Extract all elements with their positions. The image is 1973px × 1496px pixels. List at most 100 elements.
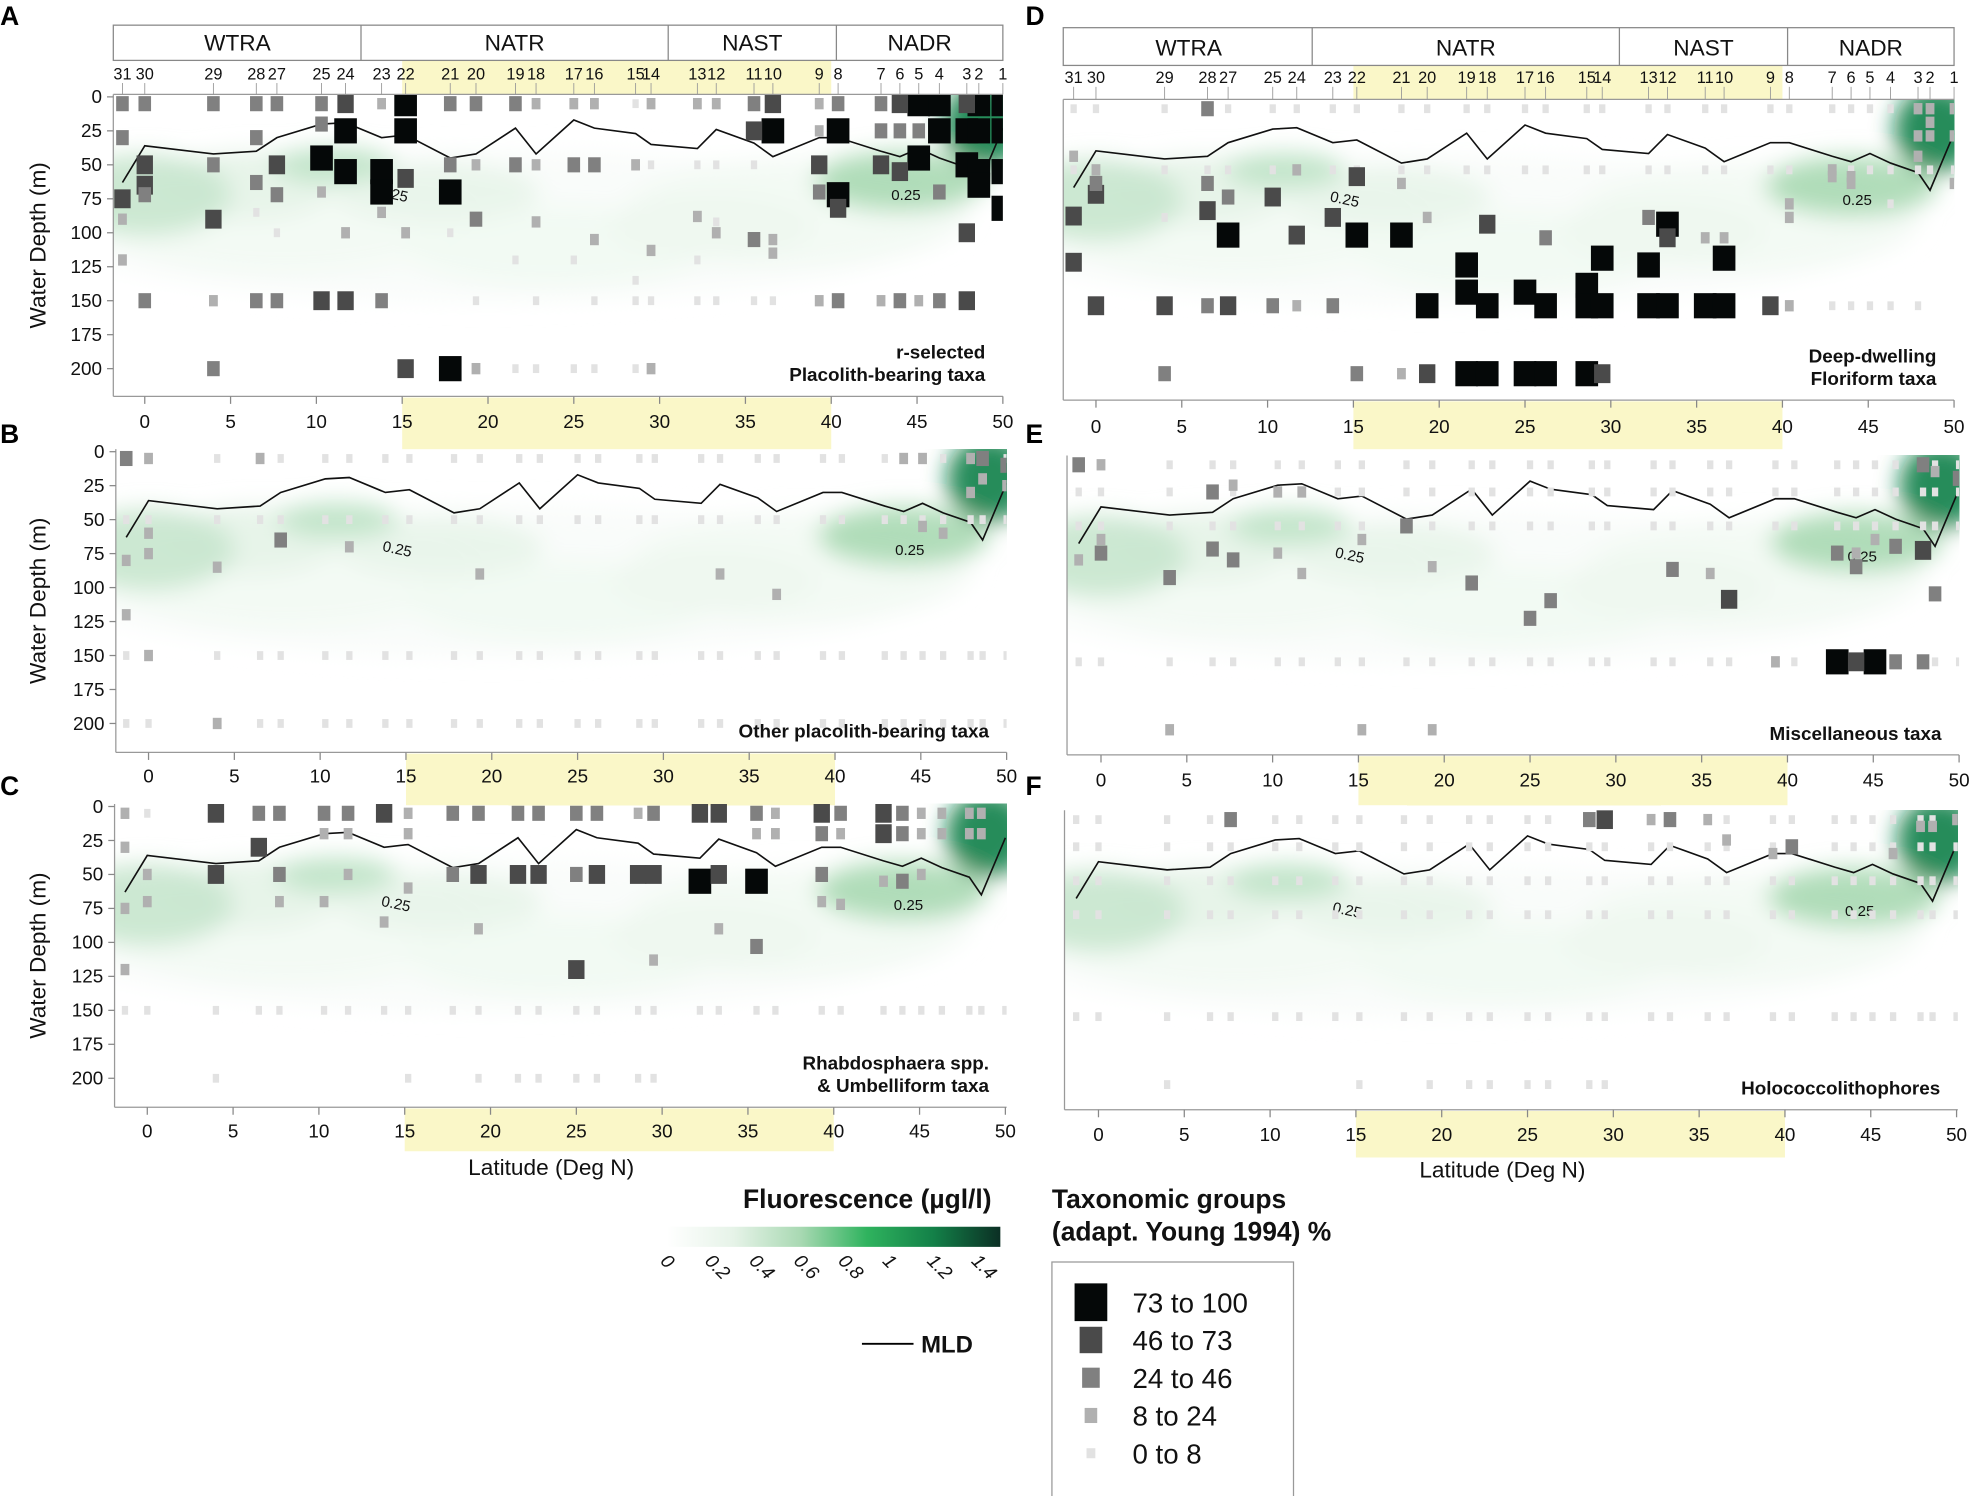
sample-square: [1163, 1080, 1171, 1089]
station-label: 20: [1418, 69, 1436, 87]
sample-square: [516, 719, 523, 728]
sample-square: [1917, 842, 1924, 852]
sample-square: [1847, 301, 1855, 311]
province-header: WTRA NATR NAST NADR: [1062, 27, 1955, 67]
sample-square: [928, 94, 951, 117]
sample-square: [1788, 876, 1795, 886]
x-axis-title: Latitude (Deg N): [1419, 1158, 1585, 1183]
x-tick-label: 20: [481, 766, 502, 787]
sample-square: [1869, 842, 1876, 852]
sample-square: [406, 515, 413, 525]
sample-square: [1329, 104, 1336, 114]
sample-square: [142, 895, 152, 908]
sample-square: [768, 233, 778, 246]
sample-square: [1201, 298, 1214, 314]
sample-square: [1415, 293, 1439, 319]
sample-square: [1356, 1080, 1363, 1089]
sample-square: [315, 96, 328, 112]
sample-square: [836, 898, 846, 911]
panel-d: D0.25 0.250 5 10 15 20 25 30 35 40 45 50Deep-dwelli…: [1026, 1, 1965, 450]
sample-square: [1786, 165, 1793, 175]
sample-square: [1332, 1012, 1339, 1022]
sample-square: [250, 96, 263, 112]
station-label: 27: [1219, 69, 1237, 87]
x-tick-label: 50: [1946, 1124, 1967, 1145]
sample-square: [896, 826, 909, 842]
station-label: 22: [397, 65, 415, 83]
fluorescence-blob: [1287, 878, 1494, 938]
sample-square: [1851, 547, 1861, 559]
panel-letter: C: [0, 771, 19, 801]
sample-square: [1831, 910, 1838, 920]
sample-square: [397, 168, 414, 188]
x-tick-label: 45: [1860, 1124, 1881, 1145]
sample-square: [346, 719, 353, 728]
sample-square: [1656, 293, 1679, 319]
sample-square: [876, 295, 886, 307]
y-tick-label: 200: [73, 713, 104, 734]
sample-square: [1296, 815, 1303, 824]
fluorescence-blob: [611, 546, 818, 615]
sample-square: [1575, 361, 1599, 387]
sample-square: [570, 805, 583, 821]
sample-square: [896, 805, 909, 821]
x-tick-label: 45: [909, 1120, 930, 1141]
sample-square: [1221, 189, 1235, 205]
sample-square: [1326, 298, 1340, 314]
panel-letter: A: [0, 1, 19, 31]
sample-square: [320, 1005, 328, 1015]
legend-title-line1: Taxonomic groups: [1052, 1184, 1286, 1214]
sample-square: [1163, 1012, 1171, 1022]
sample-square: [1769, 815, 1777, 824]
y-tick-label: 200: [72, 1068, 103, 1089]
sample-square: [1847, 104, 1855, 114]
sample-square: [1429, 460, 1436, 470]
sample-square: [1486, 910, 1493, 920]
sample-square: [818, 1005, 825, 1015]
sample-square: [382, 454, 389, 463]
fluorescence-blob: [608, 192, 815, 260]
sample-square: [1889, 538, 1902, 554]
sample-square: [1272, 842, 1279, 852]
sample-square: [632, 364, 639, 374]
sample-square: [136, 155, 153, 175]
sample-square: [536, 515, 543, 525]
sample-square: [1704, 1012, 1711, 1022]
sample-square: [277, 719, 284, 728]
station-label: 14: [1593, 69, 1611, 87]
x-tick-label: 15: [392, 411, 413, 432]
contour-label: 0.25: [1331, 899, 1363, 922]
sample-square: [119, 450, 133, 467]
sample-square: [958, 223, 975, 243]
sample-square: [632, 99, 639, 109]
sample-square: [1390, 222, 1413, 248]
sample-square: [1666, 876, 1674, 886]
sample-square: [406, 651, 413, 660]
sample-square: [1887, 199, 1894, 209]
sample-square: [916, 828, 926, 840]
sample-square: [382, 651, 389, 660]
sample-square: [1353, 104, 1360, 114]
sample-square: [275, 895, 284, 908]
x-tick-label: 30: [653, 766, 674, 787]
sample-square: [1849, 559, 1863, 575]
sample-square: [1484, 165, 1491, 175]
sample-square: [1588, 460, 1595, 470]
sample-square: [1871, 460, 1879, 470]
sample-square: [1209, 657, 1216, 667]
sample-square: [1586, 1012, 1593, 1022]
station-label: 5: [1865, 69, 1874, 87]
sample-square: [590, 233, 599, 246]
station-label: 2: [1925, 69, 1934, 87]
sample-square: [1524, 910, 1531, 920]
sample-square: [753, 1005, 760, 1015]
fluorescence-field: 0.25 0.25: [115, 449, 1007, 730]
sample-square: [116, 96, 129, 112]
colorbar-ticks: 0 0.2 0.4 0.6 0.8 1 1.2 1.4: [657, 1250, 1002, 1284]
sample-square: [1925, 103, 1935, 115]
sample-square: [1952, 470, 1960, 486]
sample-square: [698, 515, 705, 525]
sample-square: [1292, 300, 1302, 312]
x-tick-label: 50: [995, 1120, 1016, 1141]
station-label: 10: [1715, 69, 1733, 87]
